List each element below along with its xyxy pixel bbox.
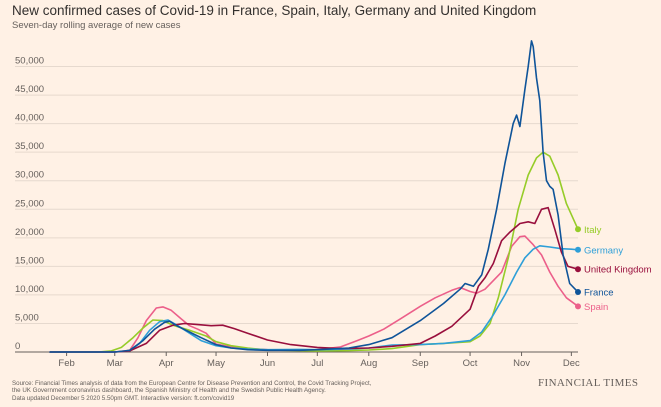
- series-label: Italy: [584, 225, 602, 236]
- x-tick-label: Feb: [58, 358, 74, 369]
- gridlines: 0 5,000 10,000 15,000 20,000 25,000 30,000 35,0…: [15, 56, 580, 369]
- chart-title: New confirmed cases of Covid-19 in Franc…: [12, 3, 537, 18]
- x-tick-label: Oct: [463, 358, 478, 369]
- x-tick-label: May: [207, 358, 225, 369]
- source-line: Data updated December 5 2020 5.50pm GMT.…: [12, 394, 235, 402]
- series-line-united-kingdom: [49, 206, 579, 353]
- x-tick-label: Dec: [563, 358, 580, 369]
- y-tick-label: 50,000: [15, 56, 44, 67]
- x-tick-label: Jul: [311, 358, 323, 369]
- series-end-marker: [575, 246, 581, 253]
- series-end-marker: [575, 266, 581, 273]
- y-tick-label: 0: [15, 341, 20, 352]
- series-line-spain: [49, 235, 579, 353]
- x-tick-label: Mar: [107, 358, 123, 369]
- series-label: France: [584, 288, 614, 299]
- chart-subtitle: Seven-day rolling average of new cases: [12, 20, 181, 31]
- x-tick-label: Sep: [412, 358, 429, 369]
- y-tick-label: 20,000: [15, 227, 44, 238]
- source-line: the UK Government coronavirus dashboard,…: [12, 387, 326, 395]
- y-tick-label: 10,000: [15, 284, 44, 295]
- x-tick-label: Nov: [513, 358, 530, 369]
- series-end-marker: [575, 226, 581, 233]
- ft-brand: FINANCIAL TIMES: [538, 377, 639, 389]
- source-line: Source: Financial Times analysis of data…: [12, 380, 372, 387]
- y-tick-label: 35,000: [15, 141, 44, 152]
- series-labels: Italy Germany United Kingdom France Spain: [584, 225, 652, 313]
- x-tick-label: Apr: [159, 358, 174, 369]
- series-label: Spain: [584, 302, 608, 313]
- y-tick-label: 40,000: [15, 113, 44, 124]
- y-tick-label: 25,000: [15, 198, 44, 209]
- y-tick-label: 5,000: [15, 312, 39, 323]
- series-lines: [49, 40, 581, 353]
- series-end-marker: [575, 289, 581, 296]
- y-tick-label: 15,000: [15, 255, 44, 266]
- series-end-marker: [575, 303, 581, 310]
- y-tick-label: 45,000: [15, 84, 44, 95]
- series-label: United Kingdom: [584, 265, 652, 276]
- series-line-germany: [49, 245, 579, 353]
- x-tick-label: Aug: [360, 358, 377, 369]
- y-tick-label: 30,000: [15, 170, 44, 181]
- series-label: Germany: [584, 245, 623, 256]
- series-line-italy: [49, 151, 579, 353]
- source-note: Source: Financial Times analysis of data…: [12, 380, 432, 402]
- x-tick-label: Jun: [260, 358, 275, 369]
- series-line-france: [49, 40, 579, 353]
